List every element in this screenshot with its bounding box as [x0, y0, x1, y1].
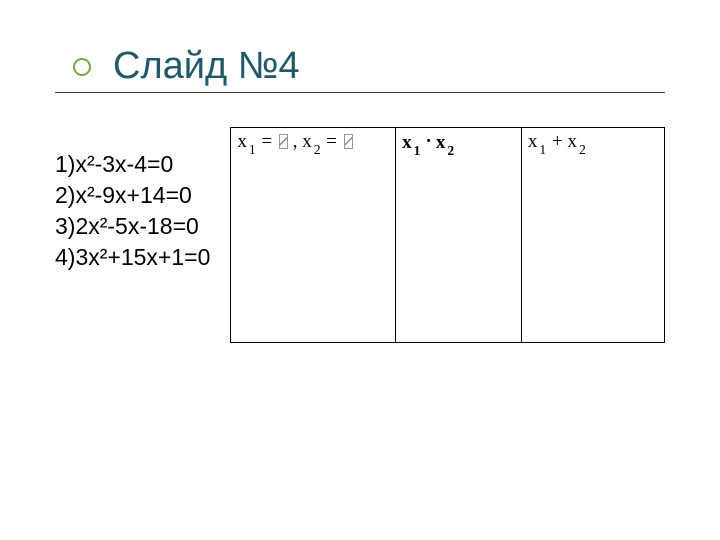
sub-1: 1	[247, 142, 257, 157]
content-area: 1)x²-3x-4=0 2)x²-9x+14=0 3)2x²-5x-18=0 4…	[55, 139, 665, 343]
col-product: x1·x2	[396, 128, 522, 343]
col-roots: x1 = , x2 =	[231, 128, 396, 343]
sub-1: 1	[412, 143, 422, 158]
bullet-ring-icon	[73, 58, 91, 76]
sub-1: 1	[537, 142, 547, 157]
equation-item: 4)3x²+15x+1=0	[55, 242, 210, 273]
sub-2: 2	[445, 143, 455, 158]
equation-item: 3)2x²-5x-18=0	[55, 211, 210, 242]
sub-2: 2	[577, 142, 587, 157]
eq-sign: =	[326, 131, 337, 152]
var-x1: x	[528, 131, 538, 152]
title-underline	[55, 92, 665, 93]
placeholder-box-icon	[344, 134, 353, 149]
var-x2: x	[436, 132, 446, 153]
equation-item: 1)x²-3x-4=0	[55, 149, 210, 180]
sub-2: 2	[312, 142, 322, 157]
eq-sign: =	[261, 131, 272, 152]
vieta-table: x1 = , x2 = x1·x2 x1	[230, 127, 665, 343]
slide-title: Слайд №4	[113, 45, 300, 88]
slide: Слайд №4 1)x²-3x-4=0 2)x²-9x+14=0 3)2x²-…	[0, 0, 720, 540]
var-x2: x	[302, 131, 312, 152]
table-wrap: x1 = , x2 = x1·x2 x1	[230, 127, 665, 343]
table-row: x1 = , x2 = x1·x2 x1	[231, 128, 665, 343]
var-x1: x	[237, 131, 247, 152]
comma: ,	[293, 131, 298, 152]
var-x2: x	[567, 131, 577, 152]
placeholder-box-icon	[279, 134, 288, 149]
equation-item: 2)x²-9x+14=0	[55, 180, 210, 211]
plus-op: +	[552, 131, 563, 152]
title-row: Слайд №4	[73, 45, 665, 88]
dot-op-icon: ·	[425, 131, 431, 153]
col-sum: x1 + x2	[521, 128, 664, 343]
var-x1: x	[402, 132, 412, 153]
equation-list: 1)x²-3x-4=0 2)x²-9x+14=0 3)2x²-5x-18=0 4…	[55, 149, 210, 343]
